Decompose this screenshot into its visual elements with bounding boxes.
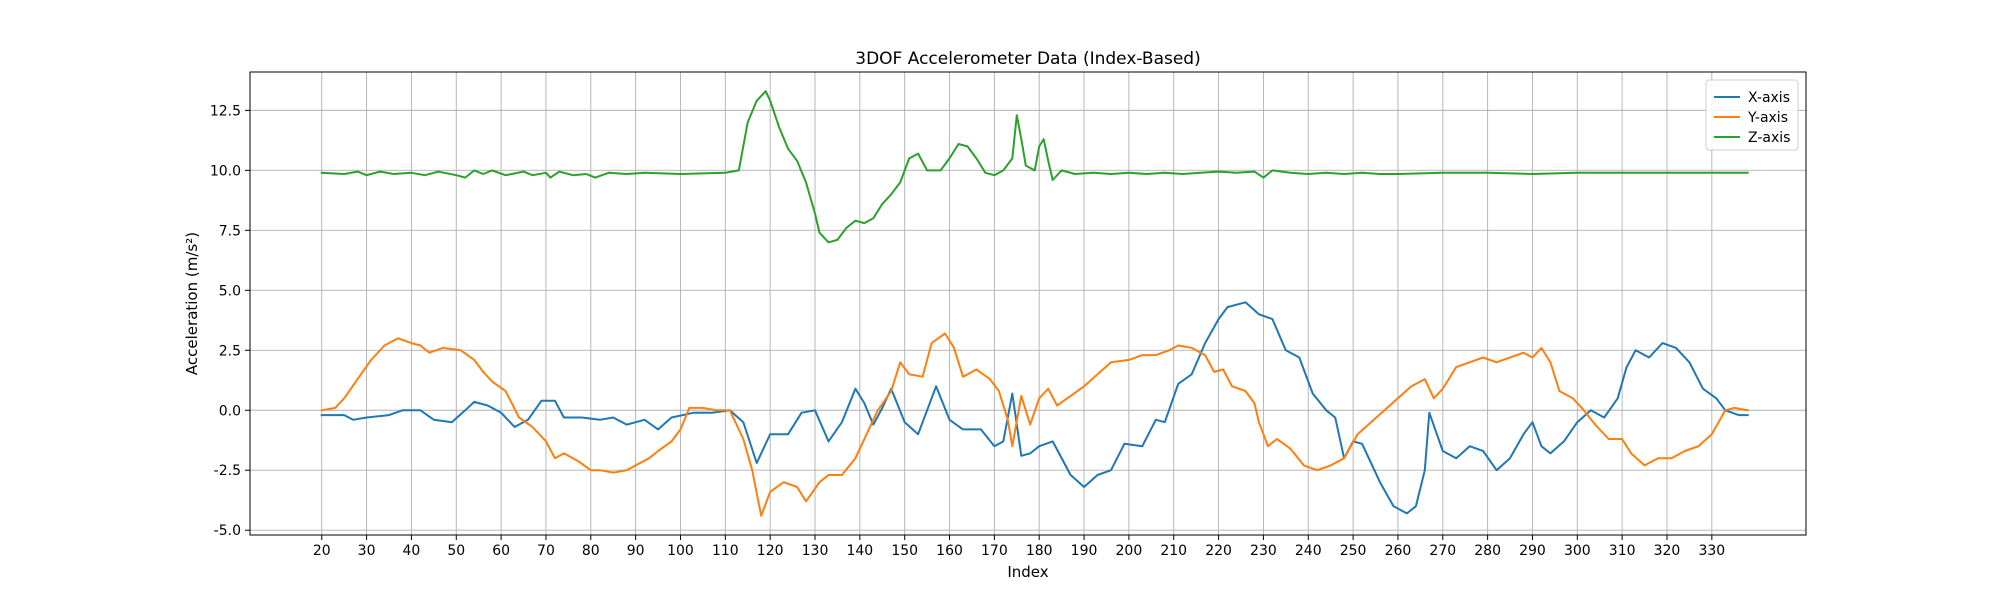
series-line-y-axis [320, 332, 1749, 517]
x-tick-label: 170 [981, 543, 1008, 559]
legend-label: Z-axis [1748, 130, 1790, 146]
x-tick-label: 150 [891, 543, 918, 559]
legend-label: Y-axis [1747, 110, 1788, 126]
x-tick-label: 30 [358, 543, 376, 559]
x-tick-label: 220 [1205, 543, 1232, 559]
series-line-x-axis [320, 301, 1749, 515]
legend: X-axis Y-axis Z-axis [1705, 79, 1799, 151]
x-tick-label: 70 [537, 543, 555, 559]
series-lines [320, 90, 1749, 517]
x-tick-label: 160 [936, 543, 963, 559]
x-tick-label: 250 [1340, 543, 1367, 559]
y-tick-label: 10.0 [210, 163, 241, 179]
legend-label: X-axis [1748, 90, 1790, 106]
x-tick-label: 310 [1609, 543, 1636, 559]
x-tick-label: 330 [1698, 543, 1725, 559]
x-tick-label: 240 [1295, 543, 1322, 559]
x-tick-label: 90 [627, 543, 645, 559]
x-tick-label: 300 [1564, 543, 1591, 559]
x-tick-label: 120 [757, 543, 784, 559]
x-axis-title: Index [1007, 563, 1048, 581]
axis-ticks: 20 30 40 50 60 70 80 90 100 110 120 130 140 150 160 170… [210, 103, 1725, 559]
x-tick-label: 270 [1429, 543, 1456, 559]
x-tick-label: 110 [712, 543, 739, 559]
plot-area-frame [249, 71, 1807, 536]
x-tick-label: 260 [1385, 543, 1412, 559]
y-tick-label: 7.5 [219, 223, 241, 239]
x-tick-label: 130 [802, 543, 829, 559]
chart-title: 3DOF Accelerometer Data (Index-Based) [855, 49, 1200, 69]
x-tick-label: 20 [313, 543, 331, 559]
x-tick-label: 60 [492, 543, 510, 559]
x-tick-label: 180 [1026, 543, 1053, 559]
x-tick-label: 290 [1519, 543, 1546, 559]
series-line-z-axis [320, 90, 1749, 244]
y-tick-label: 5.0 [219, 283, 241, 299]
x-tick-label: 40 [403, 543, 421, 559]
y-tick-label: 12.5 [210, 103, 241, 119]
y-tick-label: 0.0 [219, 403, 241, 419]
y-tick-label: -2.5 [214, 463, 241, 479]
x-tick-label: 140 [846, 543, 873, 559]
x-tick-label: 190 [1071, 543, 1098, 559]
x-tick-label: 80 [582, 543, 600, 559]
x-tick-label: 280 [1474, 543, 1501, 559]
y-tick-label: -5.0 [214, 523, 241, 539]
x-tick-label: 210 [1160, 543, 1187, 559]
x-tick-label: 200 [1116, 543, 1143, 559]
x-tick-label: 100 [667, 543, 694, 559]
y-axis-title: Acceleration (m/s²) [183, 232, 201, 375]
grid-lines [250, 72, 1806, 535]
x-tick-label: 50 [447, 543, 465, 559]
y-tick-label: 2.5 [219, 343, 241, 359]
x-tick-label: 230 [1250, 543, 1277, 559]
x-tick-label: 320 [1654, 543, 1681, 559]
